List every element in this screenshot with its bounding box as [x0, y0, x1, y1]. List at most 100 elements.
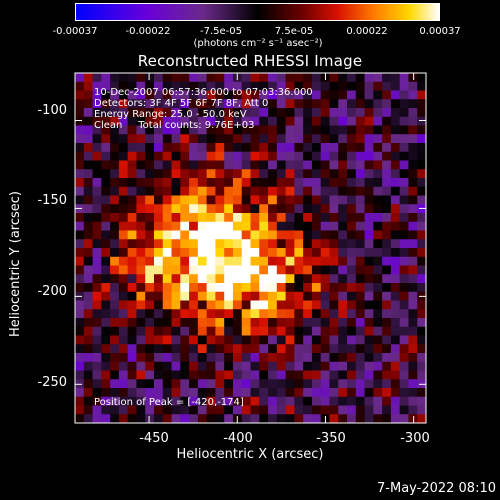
heatmap-cell — [364, 134, 374, 144]
heatmap-cell — [145, 160, 155, 170]
heatmap-cell — [83, 318, 94, 328]
heatmap-cell — [232, 108, 243, 118]
heatmap-cell — [136, 221, 146, 231]
heatmap-cell — [101, 335, 111, 345]
heatmap-cell — [180, 361, 190, 371]
heatmap-cell — [189, 248, 199, 258]
heatmap-cell — [75, 239, 85, 249]
heatmap-cell — [320, 221, 330, 231]
heatmap-cell — [83, 134, 94, 144]
heatmap-cell — [215, 90, 225, 100]
heatmap-cell — [171, 178, 181, 188]
heatmap-cell — [136, 256, 146, 266]
heatmap-cell — [101, 326, 111, 336]
heatmap-cell — [320, 186, 330, 196]
heatmap-cell — [382, 309, 392, 319]
heatmap-cell — [311, 213, 322, 223]
heatmap-cell — [329, 388, 339, 398]
heatmap-cell — [127, 318, 137, 328]
heatmap-cell — [355, 248, 366, 258]
y-tick-label: -150 — [37, 193, 67, 208]
heatmap-cell — [215, 204, 225, 214]
heatmap-cell — [92, 361, 102, 371]
heatmap-cell — [250, 248, 260, 258]
heatmap-cell — [118, 300, 129, 310]
heatmap-cell — [127, 186, 137, 196]
heatmap-cell — [215, 326, 225, 336]
heatmap-cell — [382, 73, 392, 83]
heatmap-cell — [215, 318, 225, 328]
heatmap-cell — [189, 335, 199, 345]
heatmap-cell — [311, 396, 322, 406]
heatmap-cell — [390, 99, 401, 109]
heatmap-cell — [364, 318, 374, 328]
heatmap-cell — [145, 213, 155, 223]
heatmap-cell — [153, 108, 164, 118]
heatmap-cell — [197, 361, 208, 371]
heatmap-cell — [110, 178, 120, 188]
heatmap-cell — [241, 309, 251, 319]
heatmap-cell — [390, 195, 401, 205]
heatmap-cell — [311, 169, 322, 179]
heatmap-cell — [206, 344, 216, 354]
heatmap-cell — [83, 186, 94, 196]
heatmap-cell — [311, 300, 322, 310]
heatmap-cell — [145, 300, 155, 310]
heatmap-cell — [320, 370, 330, 380]
heatmap-cell — [232, 344, 243, 354]
heatmap-cell — [153, 414, 164, 424]
heatmap-cell — [101, 318, 111, 328]
heatmap-cell — [338, 379, 348, 389]
heatmap-cell — [127, 169, 137, 179]
heatmap-cell — [101, 213, 111, 223]
heatmap-cell — [162, 414, 173, 424]
heatmap-cell — [171, 379, 181, 389]
heatmap-cell — [110, 230, 120, 240]
heatmap-cell — [329, 160, 339, 170]
heatmap-cell — [320, 344, 330, 354]
heatmap-cell — [373, 318, 383, 328]
heatmap-cell — [311, 318, 322, 328]
heatmap-cell — [390, 90, 401, 100]
heatmap-cell — [101, 265, 111, 275]
heatmap-cell — [329, 204, 339, 214]
heatmap-cell — [189, 143, 199, 153]
heatmap-cell — [382, 116, 392, 126]
heatmap-cell — [311, 151, 322, 161]
heatmap-cell — [75, 81, 85, 91]
heatmap-cell — [215, 353, 225, 363]
heatmap-cell — [294, 326, 304, 336]
heatmap-cell — [364, 99, 374, 109]
heatmap-cell — [311, 353, 322, 363]
heatmap-cell — [232, 134, 243, 144]
heatmap-cell — [101, 143, 111, 153]
energy-range-info: Energy Range: 25.0 - 50.0 keV — [94, 109, 247, 120]
heatmap-cell — [75, 73, 85, 83]
heatmap-cell — [162, 274, 173, 284]
heatmap-cell — [180, 73, 190, 83]
heatmap-cell — [259, 291, 269, 301]
heatmap-cell — [162, 300, 173, 310]
heatmap-cell — [276, 204, 287, 214]
heatmap-cell — [294, 125, 304, 135]
heatmap-cell — [364, 230, 374, 240]
heatmap-cell — [320, 309, 330, 319]
heatmap-cell — [303, 396, 313, 406]
heatmap-cell — [171, 283, 181, 293]
heatmap-cell — [320, 204, 330, 214]
heatmap-cell — [268, 370, 278, 380]
heatmap-cell — [180, 125, 190, 135]
heatmap-cell — [294, 230, 304, 240]
heatmap-cell — [83, 344, 94, 354]
heatmap-cell — [417, 309, 427, 319]
heatmap-cell — [92, 326, 102, 336]
heatmap-cell — [417, 99, 427, 109]
heatmap-cell — [153, 239, 164, 249]
heatmap-cell — [145, 81, 155, 91]
heatmap-cell — [382, 230, 392, 240]
heatmap-cell — [408, 169, 418, 179]
heatmap-cell — [153, 90, 164, 100]
heatmap-cell — [408, 248, 418, 258]
heatmap-cell — [224, 353, 234, 363]
heatmap-cell — [329, 379, 339, 389]
